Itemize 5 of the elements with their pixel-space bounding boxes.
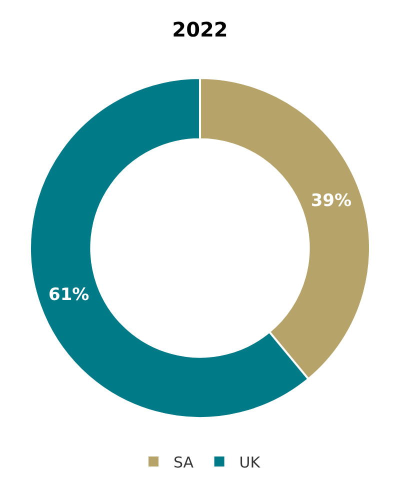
legend-label: UK — [239, 453, 262, 472]
data-label: 39% — [310, 190, 352, 211]
chart-title: 2022 — [172, 18, 228, 42]
legend-label: SA — [174, 453, 194, 472]
data-label: 61% — [48, 285, 90, 306]
